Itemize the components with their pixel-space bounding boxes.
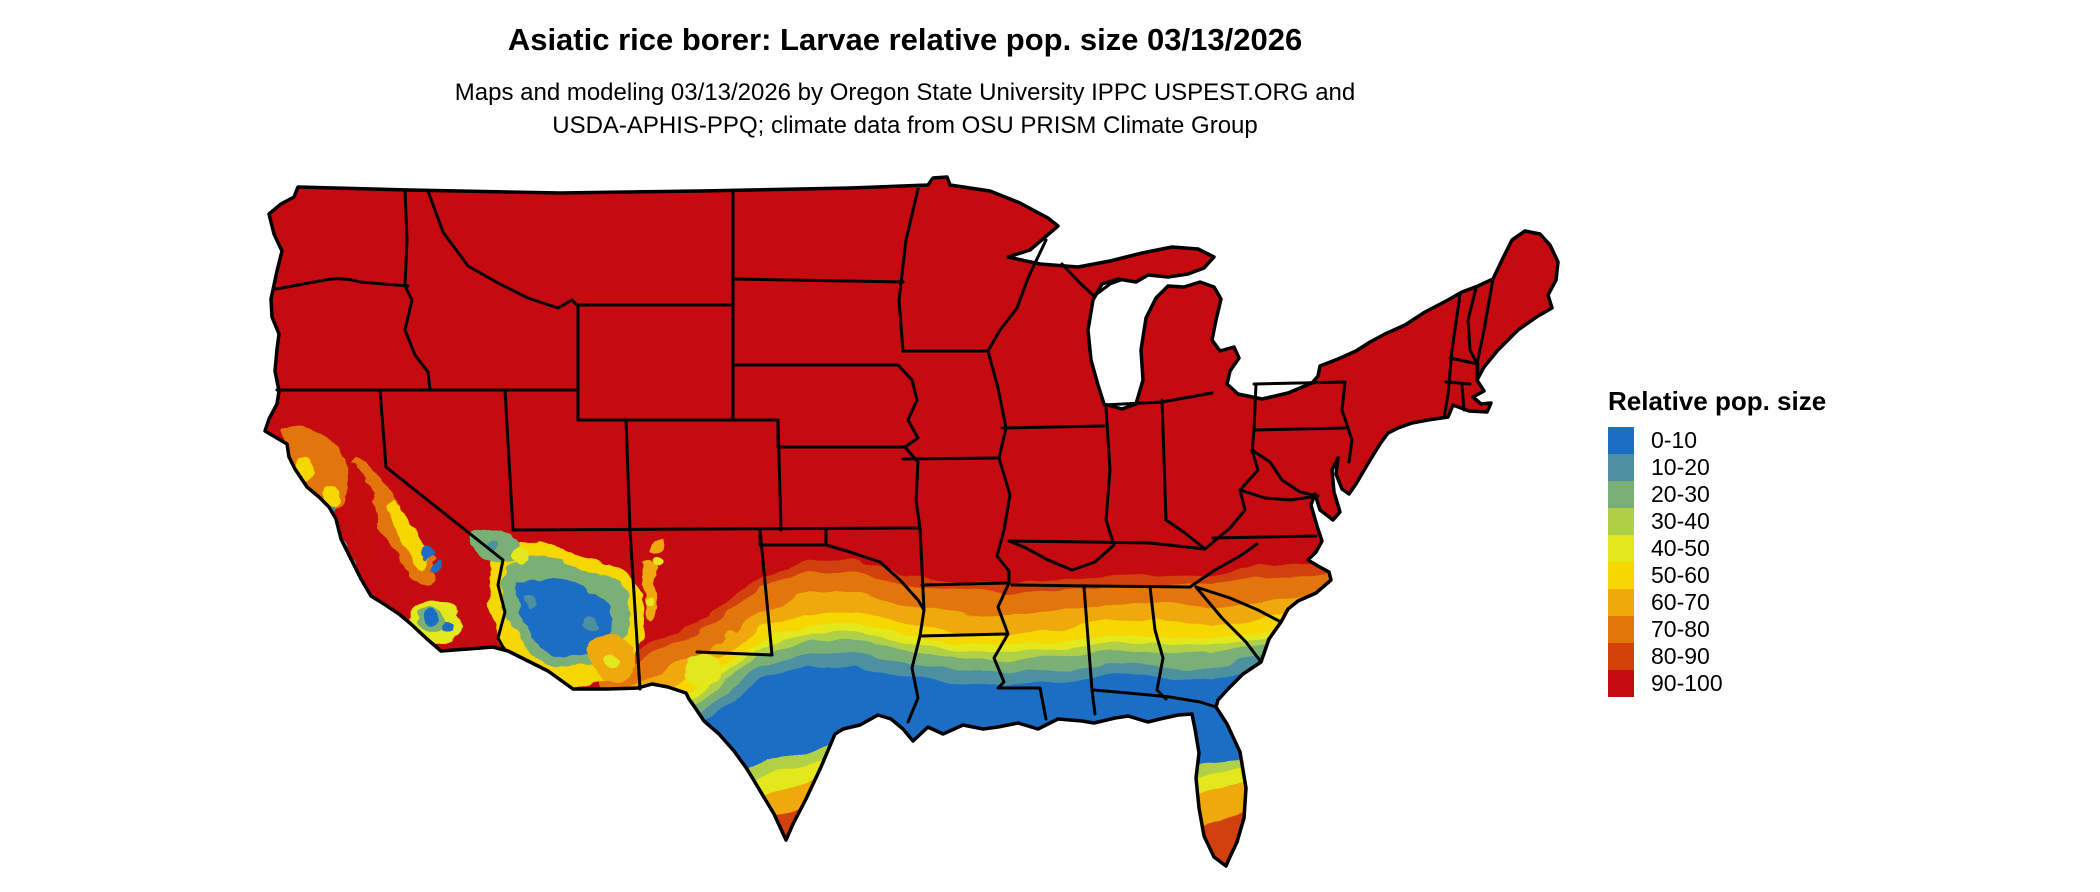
map-sierra-speck-0-10 (422, 546, 434, 558)
legend-row: 0-10 (1608, 427, 1900, 454)
map-subtitle: Maps and modeling 03/13/2026 by Oregon S… (0, 76, 1810, 142)
legend-swatch-0-10 (1608, 427, 1634, 454)
legend-row: 60-70 (1608, 589, 1900, 616)
map-nm-valley-60-70 (642, 558, 658, 621)
legend-label: 90-100 (1651, 670, 1723, 696)
map-wtx-40-50 (686, 655, 719, 685)
legend-swatch-10-20 (1608, 454, 1634, 481)
map-island2-10-20 (368, 629, 376, 637)
map-valley-90-100 (348, 462, 377, 563)
map-sangre-40-50 (653, 557, 663, 567)
legend-label: 30-40 (1651, 508, 1710, 534)
legend-swatch-80-90 (1608, 643, 1634, 670)
map-title: Asiatic rice borer: Larvae relative pop.… (507, 22, 1303, 57)
map-island-10-20 (353, 623, 361, 631)
us-outline (263, 175, 1560, 868)
legend-row: 10-20 (1608, 454, 1900, 481)
legend-label: 20-30 (1651, 481, 1710, 507)
legend-label: 10-20 (1651, 454, 1710, 480)
map-azut-10-20 (490, 540, 500, 550)
legend-row: 30-40 (1608, 508, 1900, 535)
legend-label: 80-90 (1651, 643, 1710, 669)
legend-swatch-40-50 (1608, 535, 1634, 562)
map-ca-speck2-50-60 (321, 488, 341, 508)
title-block: Asiatic rice borer: Larvae relative pop.… (0, 22, 1810, 142)
subtitle-line-1: Maps and modeling 03/13/2026 by Oregon S… (454, 79, 1356, 106)
legend-label: 60-70 (1651, 589, 1710, 615)
state-borders (274, 187, 1495, 724)
map-nm-valley-40-50 (645, 595, 655, 605)
map-sangre-60-70 (653, 538, 667, 552)
map-az-speck-10-20 (524, 594, 536, 606)
legend-swatch-50-60 (1608, 562, 1634, 589)
legend-swatch-60-70 (1608, 589, 1634, 616)
map-az-speck2-10-20 (583, 618, 597, 632)
legend-swatch-90-100 (1608, 670, 1634, 697)
map-delta-10-20 (1071, 731, 1079, 739)
map-region-90-100 (265, 177, 1558, 866)
map-socal2-0-10 (442, 622, 454, 634)
legend-row: 70-80 (1608, 616, 1900, 643)
map-socal-0-10 (424, 610, 440, 626)
legend-label: 50-60 (1651, 562, 1710, 588)
map-sierra-speck2-0-10 (433, 561, 443, 571)
legend-swatch-20-30 (1608, 481, 1634, 508)
legend-label: 0-10 (1651, 427, 1698, 453)
legend-title: Relative pop. size (1608, 386, 1827, 416)
map-azut-40-50 (512, 547, 528, 563)
legend-swatch-70-80 (1608, 616, 1634, 643)
legend-row: 80-90 (1608, 643, 1900, 670)
map-az-0-10 (517, 577, 612, 656)
map-wtx2-60-70 (724, 630, 736, 642)
legend: Relative pop. size 0-10 10-20 20-30 30-4… (1600, 386, 1900, 697)
legend-items: 0-10 10-20 20-30 30-40 40-50 50-60 (1600, 427, 1900, 697)
legend-row: 90-100 (1608, 670, 1900, 697)
legend-row: 20-30 (1608, 481, 1900, 508)
map-delta-20-30 (1055, 723, 1065, 733)
map-sierra-crest-50-60 (388, 500, 430, 568)
map-nm-40-50 (605, 653, 619, 667)
legend-label: 40-50 (1651, 535, 1710, 561)
legend-row: 50-60 (1608, 562, 1900, 589)
legend-label: 70-80 (1651, 616, 1710, 642)
subtitle-line-2: USDA-APHIS-PPQ; climate data from OSU PR… (552, 112, 1258, 139)
legend-row: 40-50 (1608, 535, 1900, 562)
legend-swatch-30-40 (1608, 508, 1634, 535)
